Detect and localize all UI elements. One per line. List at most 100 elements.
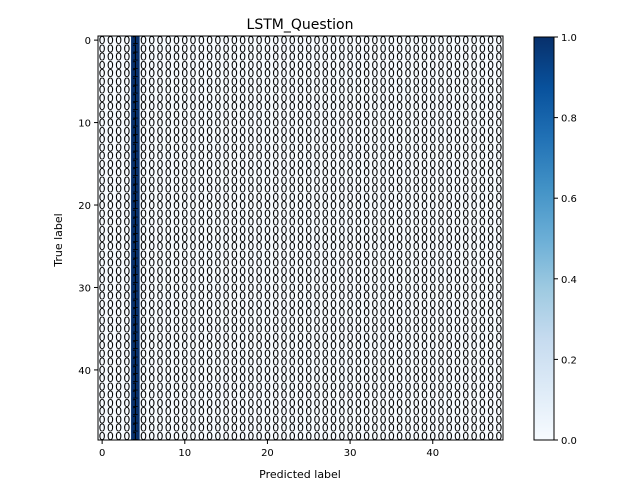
matrix-cell-value: 0	[123, 125, 130, 138]
matrix-cell-value: 0	[272, 413, 279, 426]
matrix-cell-value: 0	[363, 331, 370, 344]
matrix-cell-value: 0	[347, 281, 354, 294]
matrix-cell-value: 0	[471, 265, 478, 278]
matrix-cell-value: 0	[413, 413, 420, 426]
matrix-cell-value: 0	[487, 389, 494, 402]
matrix-cell-value: 0	[322, 34, 329, 47]
matrix-cell-value: 0	[156, 224, 163, 237]
matrix-cell-value: 0	[495, 216, 502, 229]
matrix-cell-value: 0	[264, 339, 271, 352]
matrix-cell-value: 0	[148, 430, 155, 443]
matrix-cell-value: 0	[256, 84, 263, 97]
matrix-cell-value: 0	[404, 216, 411, 229]
matrix-cell-value: 0	[156, 51, 163, 64]
matrix-cell-value: 0	[396, 281, 403, 294]
matrix-cell-value: 0	[99, 240, 106, 253]
matrix-cell-value: 0	[396, 141, 403, 154]
matrix-cell-value: 0	[330, 397, 337, 410]
matrix-cell-value: 0	[388, 75, 395, 88]
matrix-cell-value: 0	[173, 380, 180, 393]
matrix-cell-value: 0	[223, 413, 230, 426]
x-axis-ticks: 0 10 20 30 40	[99, 440, 439, 459]
matrix-cell-value: 0	[107, 257, 114, 270]
matrix-cell-value: 0	[289, 117, 296, 130]
matrix-cell-value: 0	[280, 92, 287, 105]
matrix-cell-value: 0	[454, 232, 461, 245]
matrix-cell-value: 0	[347, 240, 354, 253]
matrix-cell-value: 0	[123, 290, 130, 303]
matrix-cell-predicted	[131, 299, 140, 309]
matrix-cell-value: 0	[380, 430, 387, 443]
matrix-cell-value: 0	[123, 380, 130, 393]
matrix-cell-value: 0	[371, 356, 378, 369]
matrix-cell-value: 0	[338, 265, 345, 278]
matrix-cell-value: 0	[347, 364, 354, 377]
matrix-cell-value: 0	[305, 232, 312, 245]
matrix-cell-value: 0	[421, 158, 428, 171]
matrix-cell-value: 0	[165, 265, 172, 278]
matrix-cell-value: 0	[247, 224, 254, 237]
matrix-cell-value: 0	[190, 224, 197, 237]
matrix-cell-value: 0	[479, 356, 486, 369]
matrix-cell-value: 0	[272, 314, 279, 327]
matrix-cell-value: 0	[363, 314, 370, 327]
matrix-cell-value: 0	[264, 141, 271, 154]
matrix-cell-value: 0	[421, 51, 428, 64]
matrix-cell-value: 0	[396, 314, 403, 327]
matrix-cell-value: 0	[487, 191, 494, 204]
matrix-cell-value: 0	[479, 59, 486, 72]
matrix-cell-value: 0	[256, 117, 263, 130]
matrix-cell-value: 0	[363, 290, 370, 303]
matrix-cell-value: 0	[338, 133, 345, 146]
matrix-cell-value: 0	[388, 117, 395, 130]
matrix-cell-value: 0	[173, 397, 180, 410]
matrix-cell-value: 0	[280, 405, 287, 418]
matrix-cell-value: 0	[206, 174, 213, 187]
matrix-cell-value: 0	[140, 67, 147, 80]
matrix-cell-value: 0	[115, 290, 122, 303]
matrix-cell-value: 0	[363, 42, 370, 55]
matrix-cell-value: 0	[190, 331, 197, 344]
matrix-cell-value: 0	[347, 183, 354, 196]
matrix-cell-value: 0	[438, 67, 445, 80]
x-tick-label: 30	[344, 448, 357, 459]
matrix-cell-value: 0	[347, 141, 354, 154]
matrix-cell-value: 0	[338, 422, 345, 435]
matrix-cell-value: 0	[297, 100, 304, 113]
matrix-cell-value: 0	[487, 150, 494, 163]
matrix-cell-value: 0	[289, 372, 296, 385]
matrix-cell-value: 0	[305, 422, 312, 435]
matrix-cell-value: 0	[421, 207, 428, 220]
matrix-cell-value: 0	[438, 59, 445, 72]
matrix-cell-value: 0	[239, 224, 246, 237]
matrix-cell-value: 0	[190, 108, 197, 121]
matrix-cell-value: 0	[140, 232, 147, 245]
matrix-cell-value: 0	[314, 133, 321, 146]
matrix-cell-value: 0	[206, 323, 213, 336]
matrix-cell-value: 0	[355, 290, 362, 303]
matrix-cell-value: 0	[396, 273, 403, 286]
matrix-cell-value: 0	[272, 306, 279, 319]
matrix-cell-value: 0	[487, 397, 494, 410]
matrix-cell-value: 0	[479, 166, 486, 179]
matrix-cell-value: 0	[495, 67, 502, 80]
matrix-cell-value: 0	[198, 207, 205, 220]
matrix-cell-value: 0	[495, 133, 502, 146]
matrix-cell-value: 0	[462, 405, 469, 418]
matrix-cell-value: 0	[239, 108, 246, 121]
matrix-cell-value: 0	[355, 257, 362, 270]
matrix-cell-value: 0	[347, 413, 354, 426]
matrix-cell-value: 0	[231, 248, 238, 261]
matrix-cell-value: 0	[462, 248, 469, 261]
matrix-cell-value: 0	[165, 51, 172, 64]
matrix-cell-value: 0	[181, 422, 188, 435]
matrix-cell-value: 0	[487, 240, 494, 253]
matrix-cell-value: 0	[272, 133, 279, 146]
matrix-cell-value: 0	[487, 430, 494, 443]
matrix-cell-predicted	[131, 291, 140, 301]
matrix-cell-value: 0	[247, 356, 254, 369]
matrix-cell-value: 0	[487, 216, 494, 229]
matrix-cell-value: 0	[140, 430, 147, 443]
matrix-cell-value: 0	[198, 158, 205, 171]
matrix-cell-value: 0	[123, 199, 130, 212]
